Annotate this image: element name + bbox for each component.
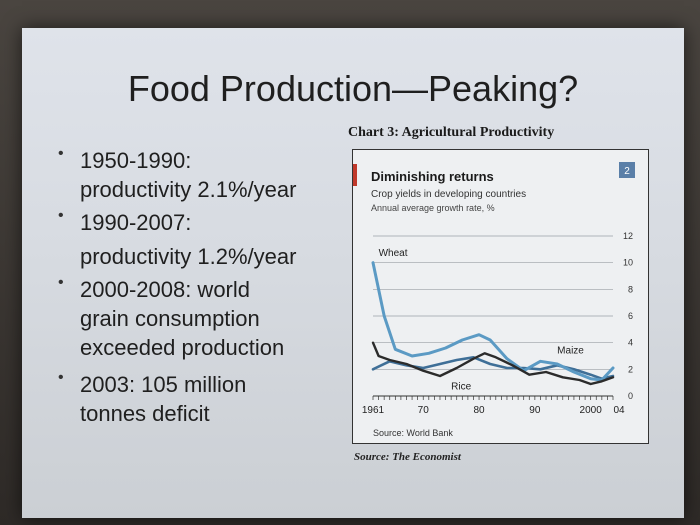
series-line-rice <box>371 341 615 386</box>
series-lines <box>371 261 615 386</box>
chart-source: Source: World Bank <box>373 428 453 438</box>
chart-subtitle: Crop yields in developing countries <box>371 189 526 200</box>
y-tick-labels: 0 2 4 6 8 10 12 <box>623 231 633 401</box>
y-tick-label: 4 <box>628 338 633 348</box>
bullet-list: • 1950-1990: productivity 2.1%/year • 19… <box>58 145 368 428</box>
bullet-line: 1950-1990: <box>80 148 192 173</box>
bullet-line: grain consumption <box>80 306 260 331</box>
bullet-line: productivity 2.1%/year <box>80 177 297 202</box>
y-tick-label: 6 <box>628 311 633 321</box>
chart-badge-label: 2 <box>624 166 630 177</box>
accent-bar <box>353 164 357 186</box>
y-axis-label: Annual average growth rate, % <box>371 203 495 213</box>
bullet-line: tonnes deficit <box>80 401 210 426</box>
slide-title: Food Production—Peaking? <box>127 68 579 109</box>
x-tick-labels: 1961 70 80 90 2000 04 <box>362 405 625 416</box>
x-tick-label: 90 <box>529 405 541 416</box>
bullet-dot-icon: • <box>58 274 64 291</box>
source-note: Source: The Economist <box>354 451 461 463</box>
x-tick-label: 04 <box>613 405 625 416</box>
chart-panel: 2 Diminishing returns Crop yields in dev… <box>352 149 649 444</box>
x-axis <box>372 396 614 400</box>
bullet-item: • 1990-2007: productivity 1.2%/year <box>58 207 368 271</box>
bullet-dot-icon: • <box>58 145 64 162</box>
x-tick-label: 70 <box>418 405 430 416</box>
x-tick-label: 2000 <box>580 405 603 416</box>
bullet-line: 1990-2007: <box>80 210 192 235</box>
chart-caption: Chart 3: Agricultural Productivity <box>348 125 555 140</box>
bullet-item: • 2003: 105 million tonnes deficit <box>58 369 368 428</box>
chart-badge <box>619 162 635 178</box>
bullet-dot-icon: • <box>58 207 64 224</box>
series-line-maize <box>371 356 615 380</box>
y-tick-label: 2 <box>628 364 633 374</box>
x-tick-label: 80 <box>473 405 485 416</box>
x-tick-label: 1961 <box>362 405 385 416</box>
bullet-item: • 2000-2008: world grain consumption exc… <box>58 274 368 362</box>
chart-title: Diminishing returns <box>371 169 494 184</box>
bullet-line: exceeded production <box>80 335 285 360</box>
series-labels: Wheat Maize Rice <box>379 248 585 392</box>
series-label-maize: Maize <box>557 345 584 356</box>
bullet-dot-icon: • <box>58 369 64 386</box>
line-chart: 2 Diminishing returns Crop yields in dev… <box>353 162 635 438</box>
series-label-rice: Rice <box>451 381 471 392</box>
y-tick-label: 12 <box>623 231 633 241</box>
series-line-wheat <box>371 261 615 382</box>
series-label-wheat: Wheat <box>379 248 408 259</box>
y-tick-label: 0 <box>628 391 633 401</box>
slide: Food Production—Peaking? • 1950-1990: pr… <box>22 28 684 518</box>
y-tick-label: 8 <box>628 284 633 294</box>
bullet-line: 2003: 105 million <box>80 372 247 397</box>
bullet-item: • 1950-1990: productivity 2.1%/year <box>58 145 368 204</box>
y-tick-label: 10 <box>623 258 633 268</box>
bullet-line: 2000-2008: world <box>80 277 251 302</box>
bullet-line: productivity 1.2%/year <box>80 244 297 269</box>
